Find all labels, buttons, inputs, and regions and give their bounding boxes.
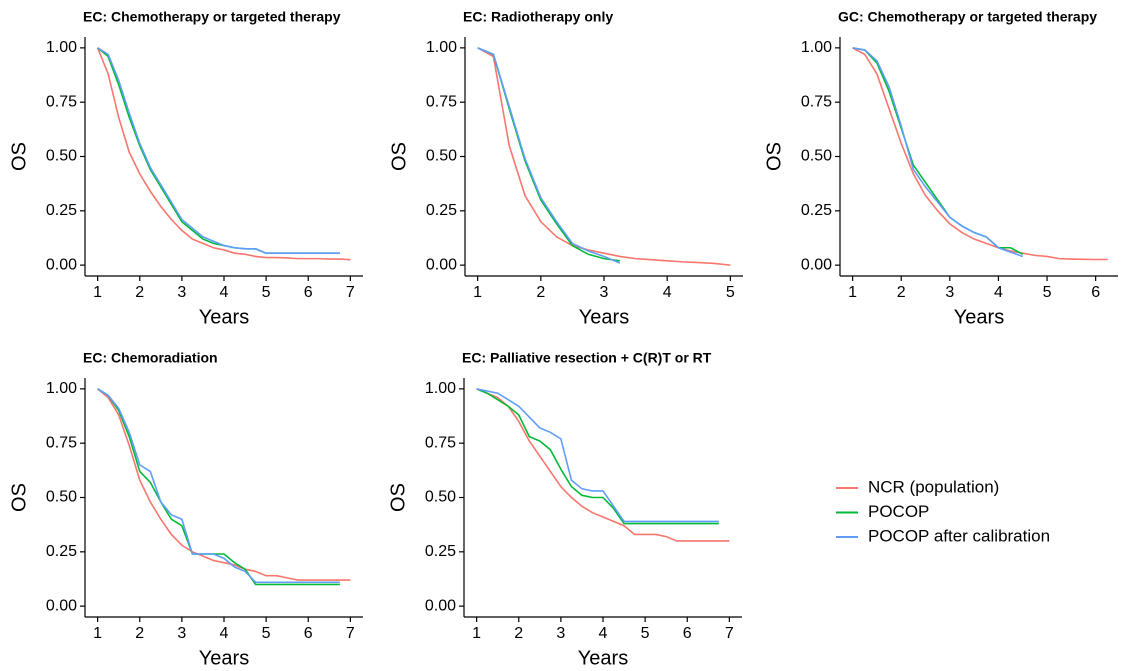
panel-title: EC: Radiotherapy only	[463, 9, 613, 25]
y-axis-label: OS	[8, 483, 30, 512]
survival-curve	[96, 47, 351, 261]
y-tick-label: 1.00	[801, 39, 832, 56]
x-axis-label: Years	[199, 306, 249, 328]
x-tick-label: 5	[641, 625, 650, 642]
y-tick-label: 0.00	[46, 256, 77, 273]
x-tick-label: 2	[135, 284, 144, 301]
x-tick-label: 6	[304, 625, 313, 642]
x-axis-label: Years	[578, 647, 628, 669]
panel-title: EC: Chemoradiation	[83, 350, 218, 366]
survival-curve	[97, 388, 340, 584]
x-tick-label: 5	[262, 284, 271, 301]
y-tick-label: 0.00	[426, 256, 457, 273]
survival-curve	[97, 47, 340, 254]
y-tick-label: 0.00	[425, 597, 456, 614]
y-axis-label: OS	[388, 142, 410, 171]
x-axis-label: Years	[199, 647, 249, 669]
y-tick-label: 0.75	[426, 93, 457, 110]
x-tick-label: 5	[726, 284, 735, 301]
x-tick-label: 2	[135, 625, 144, 642]
y-tick-label: 0.25	[46, 202, 77, 219]
y-tick-label: 1.00	[46, 380, 77, 397]
y-tick-label: 0.75	[801, 93, 832, 110]
survival-curve	[476, 388, 730, 542]
x-tick-label: 7	[346, 284, 355, 301]
y-tick-label: 0.50	[425, 489, 456, 506]
x-tick-label: 4	[663, 284, 672, 301]
legend-label: POCOP	[868, 502, 929, 521]
x-tick-label: 6	[304, 284, 313, 301]
survival-curve	[97, 388, 340, 586]
y-tick-label: 0.75	[425, 434, 456, 451]
y-axis-label: OS	[8, 142, 30, 171]
x-tick-label: 3	[945, 284, 954, 301]
x-tick-label: 4	[994, 284, 1003, 301]
y-tick-label: 0.50	[46, 148, 77, 165]
survival-curve	[476, 388, 719, 525]
x-tick-label: 1	[93, 284, 102, 301]
x-tick-label: 6	[683, 625, 692, 642]
x-tick-label: 2	[536, 284, 545, 301]
x-tick-label: 4	[599, 625, 608, 642]
x-tick-label: 3	[556, 625, 565, 642]
y-tick-label: 1.00	[46, 39, 77, 56]
x-tick-label: 1	[848, 284, 857, 301]
x-tick-label: 7	[346, 625, 355, 642]
x-tick-label: 1	[93, 625, 102, 642]
x-tick-label: 7	[725, 625, 734, 642]
y-tick-label: 0.00	[801, 256, 832, 273]
survival-curve	[852, 47, 1108, 261]
y-tick-label: 0.25	[426, 202, 457, 219]
x-tick-label: 3	[177, 284, 186, 301]
legend-label: NCR (population)	[868, 477, 999, 496]
y-tick-label: 0.25	[46, 543, 77, 560]
x-tick-label: 2	[514, 625, 523, 642]
x-tick-label: 2	[897, 284, 906, 301]
survival-curve	[476, 388, 719, 523]
survival-curve	[477, 47, 731, 266]
y-tick-label: 0.50	[46, 489, 77, 506]
survival-curve	[477, 47, 621, 264]
x-tick-label: 3	[177, 625, 186, 642]
x-tick-label: 5	[262, 625, 271, 642]
survival-curve	[97, 47, 340, 254]
y-tick-label: 0.50	[801, 148, 832, 165]
panel-title: GC: Chemotherapy or targeted therapy	[838, 9, 1097, 25]
survival-curve	[97, 388, 351, 581]
x-axis-label: Years	[579, 306, 629, 328]
x-tick-label: 3	[600, 284, 609, 301]
x-tick-label: 5	[1043, 284, 1052, 301]
x-axis-label: Years	[954, 306, 1004, 328]
x-tick-label: 4	[220, 625, 229, 642]
panel-title: EC: Palliative resection + C(R)T or RT	[462, 350, 712, 366]
y-tick-label: 0.00	[46, 597, 77, 614]
x-tick-label: 4	[220, 284, 229, 301]
y-axis-label: OS	[387, 483, 409, 512]
legend-label: POCOP after calibration	[868, 526, 1050, 545]
y-tick-label: 0.75	[46, 434, 77, 451]
x-tick-label: 6	[1091, 284, 1100, 301]
y-tick-label: 1.00	[426, 39, 457, 56]
x-tick-label: 1	[472, 625, 481, 642]
panel-title: EC: Chemotherapy or targeted therapy	[83, 9, 341, 25]
y-tick-label: 0.25	[801, 202, 832, 219]
y-tick-label: 0.50	[426, 148, 457, 165]
y-axis-label: OS	[763, 142, 785, 171]
y-tick-label: 0.25	[425, 543, 456, 560]
survival-curve	[852, 47, 1024, 258]
y-tick-label: 1.00	[425, 380, 456, 397]
x-tick-label: 1	[473, 284, 482, 301]
y-tick-label: 0.75	[46, 93, 77, 110]
